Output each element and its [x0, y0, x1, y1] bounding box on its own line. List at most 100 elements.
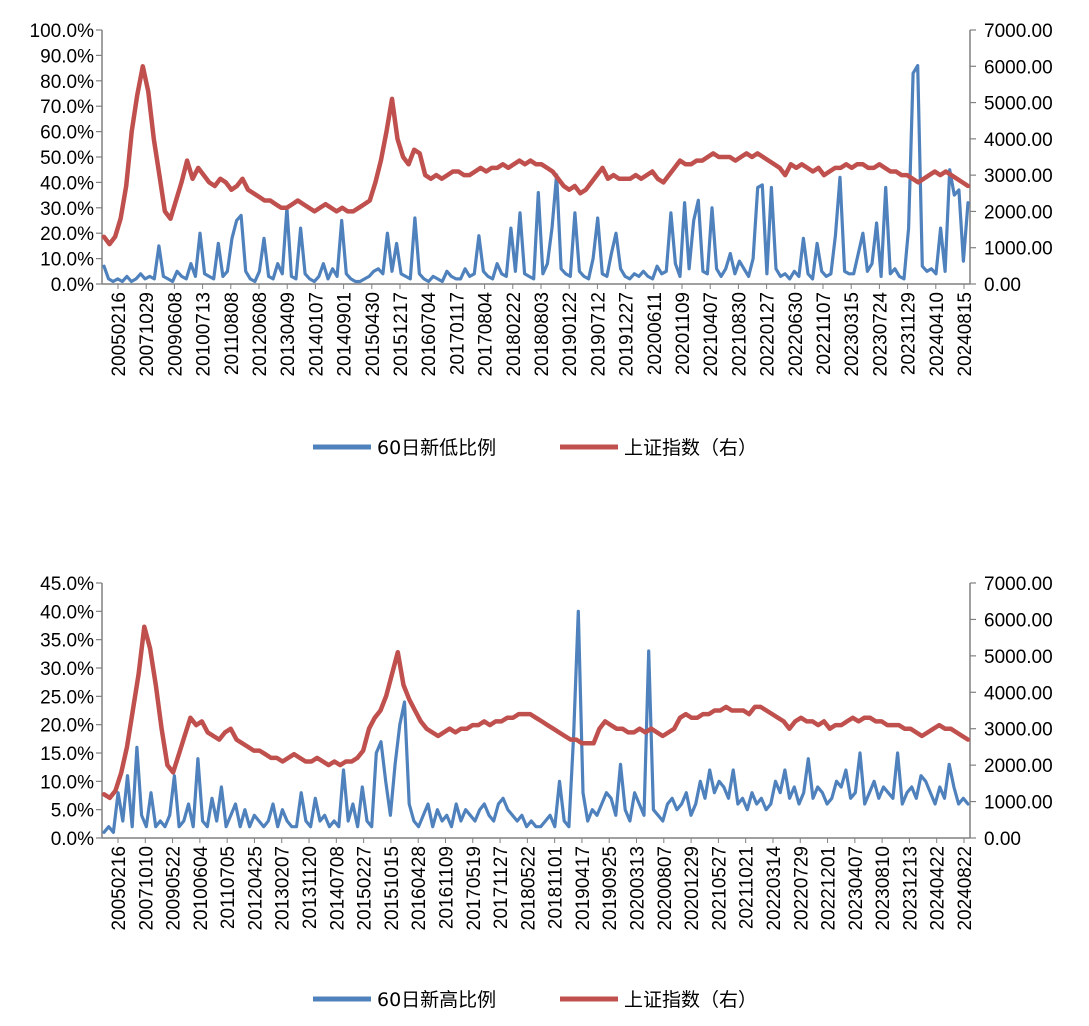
x-tick-label: 20150430 — [363, 292, 384, 377]
series-index-line — [101, 64, 971, 247]
left-tick-label: 100.0% — [30, 21, 95, 42]
right-tick-label: 6000.00 — [984, 610, 1053, 631]
left-tick-label: 45.0% — [40, 574, 94, 595]
x-tick-label: 20071010 — [136, 846, 157, 931]
series-ratio-line — [102, 63, 970, 284]
right-tick-label: 2000.00 — [984, 202, 1053, 223]
x-tick-label: 20120608 — [250, 292, 271, 377]
top-axes: 0.0% 10.0% 20.0% 30.0% 40.0% 50.0% 60.0% 70.0% 8… — [30, 21, 1053, 377]
x-tick-label: 20050216 — [109, 292, 130, 377]
chart-60day-new-low: 0.0% 10.0% 20.0% 30.0% 40.0% 50.0% 60.0% 70.0% 8… — [30, 21, 1053, 459]
left-tick-label: 60.0% — [40, 123, 94, 144]
left-tick-label: 70.0% — [40, 97, 94, 118]
left-tick-label: 10.0% — [40, 250, 94, 271]
x-tick-label: 20221201 — [819, 846, 840, 931]
x-tick-label: 20170519 — [464, 846, 485, 931]
right-tick-label: 4000.00 — [984, 683, 1053, 704]
series-ratio-line — [102, 609, 970, 834]
x-tick-label: 20120425 — [245, 846, 266, 931]
x-tick-label: 20220729 — [791, 846, 812, 931]
x-tick-label: 20180522 — [518, 846, 539, 931]
x-tick-label: 20220127 — [758, 292, 779, 377]
x-tick-label: 20190122 — [560, 292, 581, 377]
legend-label: 60日新高比例 — [377, 989, 496, 1011]
legend-label: 上证指数（右） — [624, 437, 757, 459]
right-tick-label: 2000.00 — [984, 756, 1053, 777]
x-tick-label: 20160428 — [409, 846, 430, 931]
x-tick-label: 20230407 — [846, 846, 867, 931]
x-tick-label: 20090608 — [165, 292, 186, 377]
x-tick-label: 20130409 — [278, 292, 299, 377]
right-tick-label: 4000.00 — [984, 130, 1053, 151]
series-index-line — [101, 624, 971, 801]
x-tick-label: 20130207 — [273, 846, 294, 931]
right-tick-label: 3000.00 — [984, 720, 1053, 741]
bottom-legend: 60日新高比例 上证指数（右） — [313, 989, 757, 1011]
x-tick-label: 20190712 — [588, 292, 609, 377]
x-tick-label: 20100713 — [194, 292, 215, 377]
x-tick-label: 20220630 — [786, 292, 807, 377]
chart-60day-new-high: 0.0% 5.0% 10.0% 15.0% 20.0% 25.0% 30.0% 35.0% 40… — [40, 574, 1053, 1011]
x-tick-label: 20190417 — [573, 846, 594, 931]
x-tick-label: 20230724 — [870, 292, 891, 377]
x-tick-label: 20240410 — [927, 292, 948, 377]
right-tick-label: 5000.00 — [984, 647, 1053, 668]
x-tick-label: 20170804 — [476, 292, 497, 377]
x-tick-label: 20200611 — [645, 292, 666, 375]
left-tick-label: 25.0% — [40, 687, 94, 708]
x-tick-label: 20140107 — [306, 292, 327, 377]
left-tick-label: 40.0% — [40, 602, 94, 623]
x-tick-label: 20191227 — [617, 292, 638, 377]
x-tick-label: 20110808 — [222, 292, 243, 375]
x-tick-label: 20161109 — [436, 846, 457, 929]
left-tick-label: 0.0% — [51, 275, 94, 296]
x-tick-label: 20231213 — [900, 846, 921, 931]
x-tick-label: 20140708 — [327, 846, 348, 931]
x-tick-label: 20050216 — [109, 846, 130, 931]
x-tick-label: 20181101 — [546, 846, 567, 929]
x-tick-label: 20151217 — [391, 292, 412, 377]
x-tick-label: 20210407 — [701, 292, 722, 377]
x-tick-label: 20180222 — [504, 292, 525, 377]
x-tick-label: 20220314 — [764, 846, 785, 931]
x-tick-label: 20190925 — [600, 846, 621, 931]
legend-label: 上证指数（右） — [624, 989, 757, 1011]
left-tick-label: 5.0% — [51, 801, 94, 822]
right-tick-label: 1000.00 — [984, 239, 1053, 260]
x-tick-label: 20230810 — [873, 846, 894, 931]
x-tick-label: 20210527 — [709, 846, 730, 931]
x-tick-label: 20231129 — [899, 292, 920, 375]
x-tick-label: 20240422 — [928, 846, 949, 931]
x-tick-label: 20180803 — [532, 292, 553, 377]
x-tick-label: 20150227 — [355, 846, 376, 931]
top-legend: 60日新低比例 上证指数（右） — [313, 437, 757, 459]
x-tick-label: 20240822 — [955, 846, 976, 931]
right-tick-label: 5000.00 — [984, 94, 1053, 115]
left-tick-label: 80.0% — [40, 72, 94, 93]
x-tick-label: 20100604 — [191, 846, 212, 931]
right-tick-label: 1000.00 — [984, 793, 1053, 814]
left-tick-label: 10.0% — [40, 772, 94, 793]
left-tick-label: 20.0% — [40, 716, 94, 737]
x-tick-label: 20151015 — [382, 846, 403, 931]
left-tick-label: 50.0% — [40, 148, 94, 169]
left-tick-label: 30.0% — [40, 659, 94, 680]
right-tick-label: 7000.00 — [984, 574, 1053, 595]
x-tick-label: 20200313 — [628, 846, 649, 931]
left-tick-label: 0.0% — [51, 829, 94, 850]
left-tick-label: 20.0% — [40, 224, 94, 245]
x-tick-label: 20201109 — [673, 292, 694, 375]
right-tick-label: 6000.00 — [984, 57, 1053, 78]
right-tick-label: 0.00 — [984, 275, 1021, 296]
x-tick-label: 20230315 — [842, 292, 863, 377]
bottom-axes: 0.0% 5.0% 10.0% 15.0% 20.0% 25.0% 30.0% 35.0% 40… — [40, 574, 1053, 931]
x-tick-label: 20200807 — [655, 846, 676, 931]
x-tick-label: 20201229 — [682, 846, 703, 931]
x-tick-label: 20170117 — [447, 292, 468, 375]
legend-label: 60日新低比例 — [377, 437, 496, 459]
left-tick-label: 90.0% — [40, 46, 94, 67]
x-tick-label: 20071029 — [137, 292, 158, 377]
x-tick-label: 20211021 — [737, 846, 758, 929]
right-tick-label: 0.00 — [984, 829, 1021, 850]
